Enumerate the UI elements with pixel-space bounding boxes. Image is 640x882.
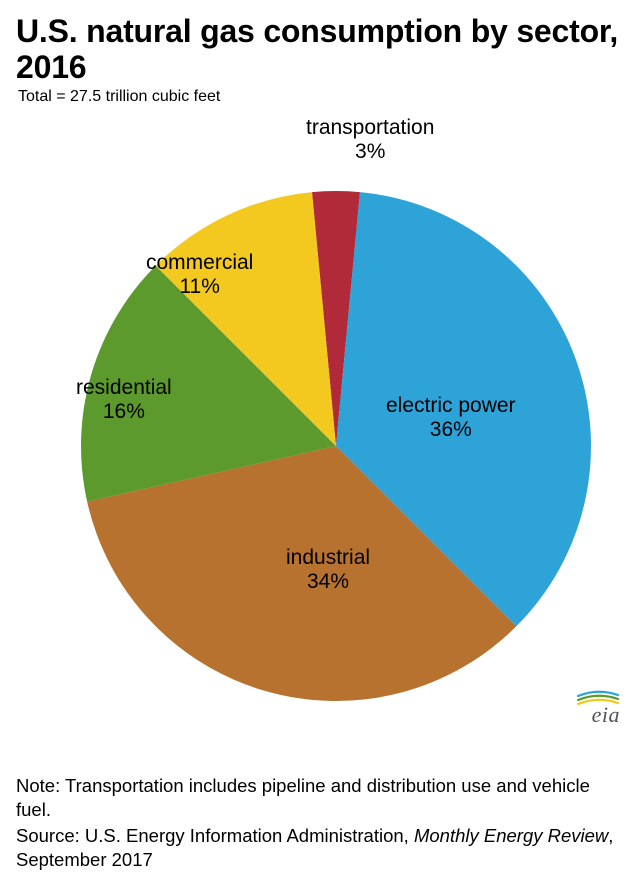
- note-label: Note:: [16, 775, 60, 796]
- footer-note: Note: Transportation includes pipeline a…: [16, 774, 624, 822]
- eia-logo: eia: [576, 689, 620, 727]
- chart-title: U.S. natural gas consumption by sector, …: [16, 14, 624, 86]
- slice-label-transportation: transportation3%: [306, 116, 434, 164]
- source-text-plain: U.S. Energy Information Administration,: [85, 825, 409, 846]
- note-text: Transportation includes pipeline and dis…: [16, 775, 590, 820]
- footer-source: Source: U.S. Energy Information Administ…: [16, 824, 624, 872]
- slice-label-industrial: industrial34%: [286, 546, 370, 594]
- pie-chart: transportation3% electric power36% industr…: [16, 106, 624, 726]
- eia-logo-text: eia: [592, 702, 620, 727]
- source-text-italic: Monthly Energy Review: [414, 825, 608, 846]
- source-label: Source:: [16, 825, 80, 846]
- slice-label-commercial: commercial11%: [146, 251, 253, 299]
- chart-footer: Note: Transportation includes pipeline a…: [16, 774, 624, 872]
- slice-label-electric-power: electric power36%: [386, 394, 516, 442]
- chart-subtitle: Total = 27.5 trillion cubic feet: [18, 88, 624, 106]
- slice-label-residential: residential16%: [76, 376, 172, 424]
